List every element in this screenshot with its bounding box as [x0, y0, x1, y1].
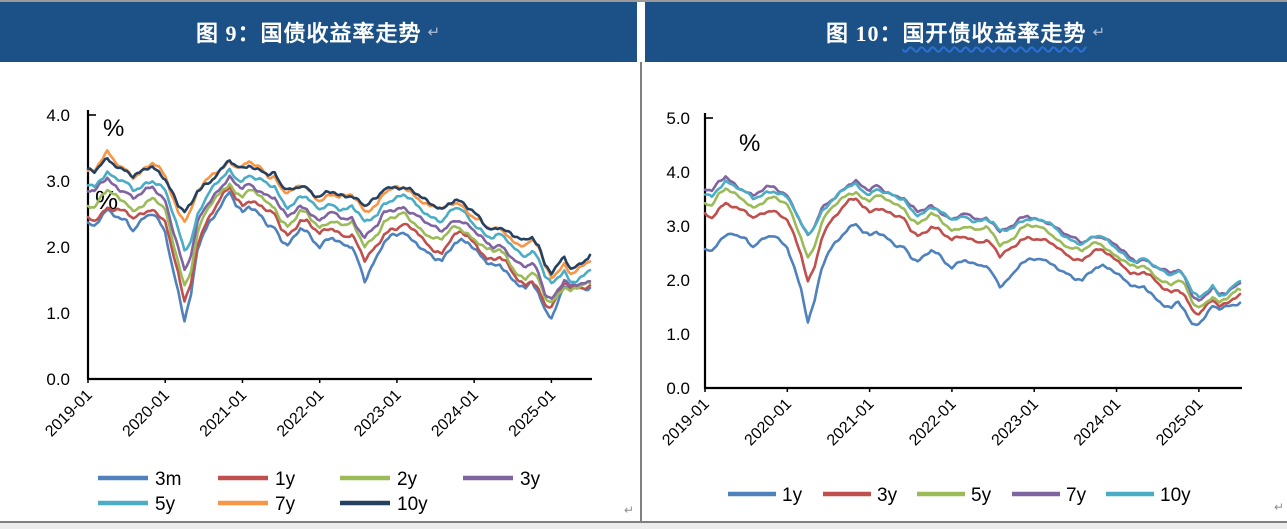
series-line-3m — [86, 190, 592, 323]
figure9-header: 图 9： 国债收益率走势 ↵ — [0, 2, 637, 62]
y-tick-label: 4.0 — [666, 163, 690, 182]
legend-label-5y: 5y — [155, 494, 176, 515]
figure9-title: 国债收益率走势 — [260, 21, 422, 46]
series-line-5y — [703, 187, 1242, 309]
legend-label-3m: 3m — [155, 469, 181, 490]
x-tick-label: 2022-01 — [274, 387, 328, 441]
x-tick-label: 2025-01 — [1153, 396, 1207, 450]
y-tick-label: 0.0 — [46, 370, 70, 389]
table-bottom-border — [0, 521, 1287, 523]
y-axis-unit-label: % — [739, 130, 760, 157]
y-tick-label: 5.0 — [666, 109, 690, 128]
x-tick-label: 2020-01 — [120, 387, 174, 441]
legend-label-7y: 7y — [1066, 485, 1087, 506]
series-line-10y — [86, 157, 592, 276]
legend-label-2y: 2y — [397, 469, 418, 490]
series-line-1y — [86, 185, 592, 309]
legend-label-1y: 1y — [275, 469, 296, 490]
x-tick-label: 2019-01 — [42, 387, 96, 441]
figure10-header: 图 10： 国开债收益率走势 ↵ — [645, 2, 1287, 62]
page-below-strip — [0, 523, 1287, 529]
y-tick-label: 2.0 — [46, 238, 70, 257]
figure10-title: 国开债收益率走势 — [902, 21, 1087, 46]
series-line-10y — [703, 179, 1242, 299]
legend-label-5y: 5y — [971, 485, 992, 506]
paragraph-mark-icon: ↵ — [427, 24, 442, 41]
x-tick-label: 2023-01 — [989, 396, 1043, 450]
series-line-3y — [703, 197, 1242, 316]
cell-divider — [640, 62, 642, 521]
legend-label-10y: 10y — [1160, 485, 1191, 506]
series-line-3y — [86, 174, 592, 300]
series-line-7y — [86, 149, 592, 280]
y-tick-label: 1.0 — [666, 325, 690, 344]
series-line-5y — [86, 167, 592, 285]
x-tick-label: 2021-01 — [197, 387, 251, 441]
y-tick-label: 1.0 — [46, 304, 70, 323]
x-tick-label: 2025-01 — [506, 387, 560, 441]
x-tick-label: 2024-01 — [428, 387, 482, 441]
legend-label-3y: 3y — [877, 485, 898, 506]
figure9-title-prefix: 图 9： — [195, 21, 261, 46]
y-tick-label: 2.0 — [666, 271, 690, 290]
series-line-1y — [703, 222, 1242, 327]
legend-label-3y: 3y — [520, 469, 541, 490]
legend-label-1y: 1y — [782, 485, 803, 506]
cell-end-mark-left: ↵ — [624, 503, 635, 517]
y-tick-label: 3.0 — [666, 217, 690, 236]
x-tick-label: 2022-01 — [906, 396, 960, 450]
series-line-2y — [86, 182, 592, 304]
paragraph-mark-icon: ↵ — [1092, 24, 1107, 41]
y-tick-label: 3.0 — [46, 172, 70, 191]
x-tick-label: 2019-01 — [659, 396, 713, 450]
figure10-title-prefix: 图 10： — [825, 21, 903, 46]
cell-end-mark-right: ↵ — [1274, 500, 1285, 514]
y-axis-unit-label: % — [103, 115, 124, 142]
table-top-border — [0, 0, 1287, 2]
y-tick-label: 0.0 — [666, 379, 690, 398]
x-tick-label: 2020-01 — [742, 396, 796, 450]
x-tick-label: 2021-01 — [824, 396, 878, 450]
x-tick-label: 2023-01 — [351, 387, 405, 441]
legend-label-10y: 10y — [397, 494, 428, 515]
y-tick-label: 4.0 — [46, 106, 70, 125]
x-tick-label: 2024-01 — [1071, 396, 1125, 450]
legend-label-7y: 7y — [275, 494, 296, 515]
